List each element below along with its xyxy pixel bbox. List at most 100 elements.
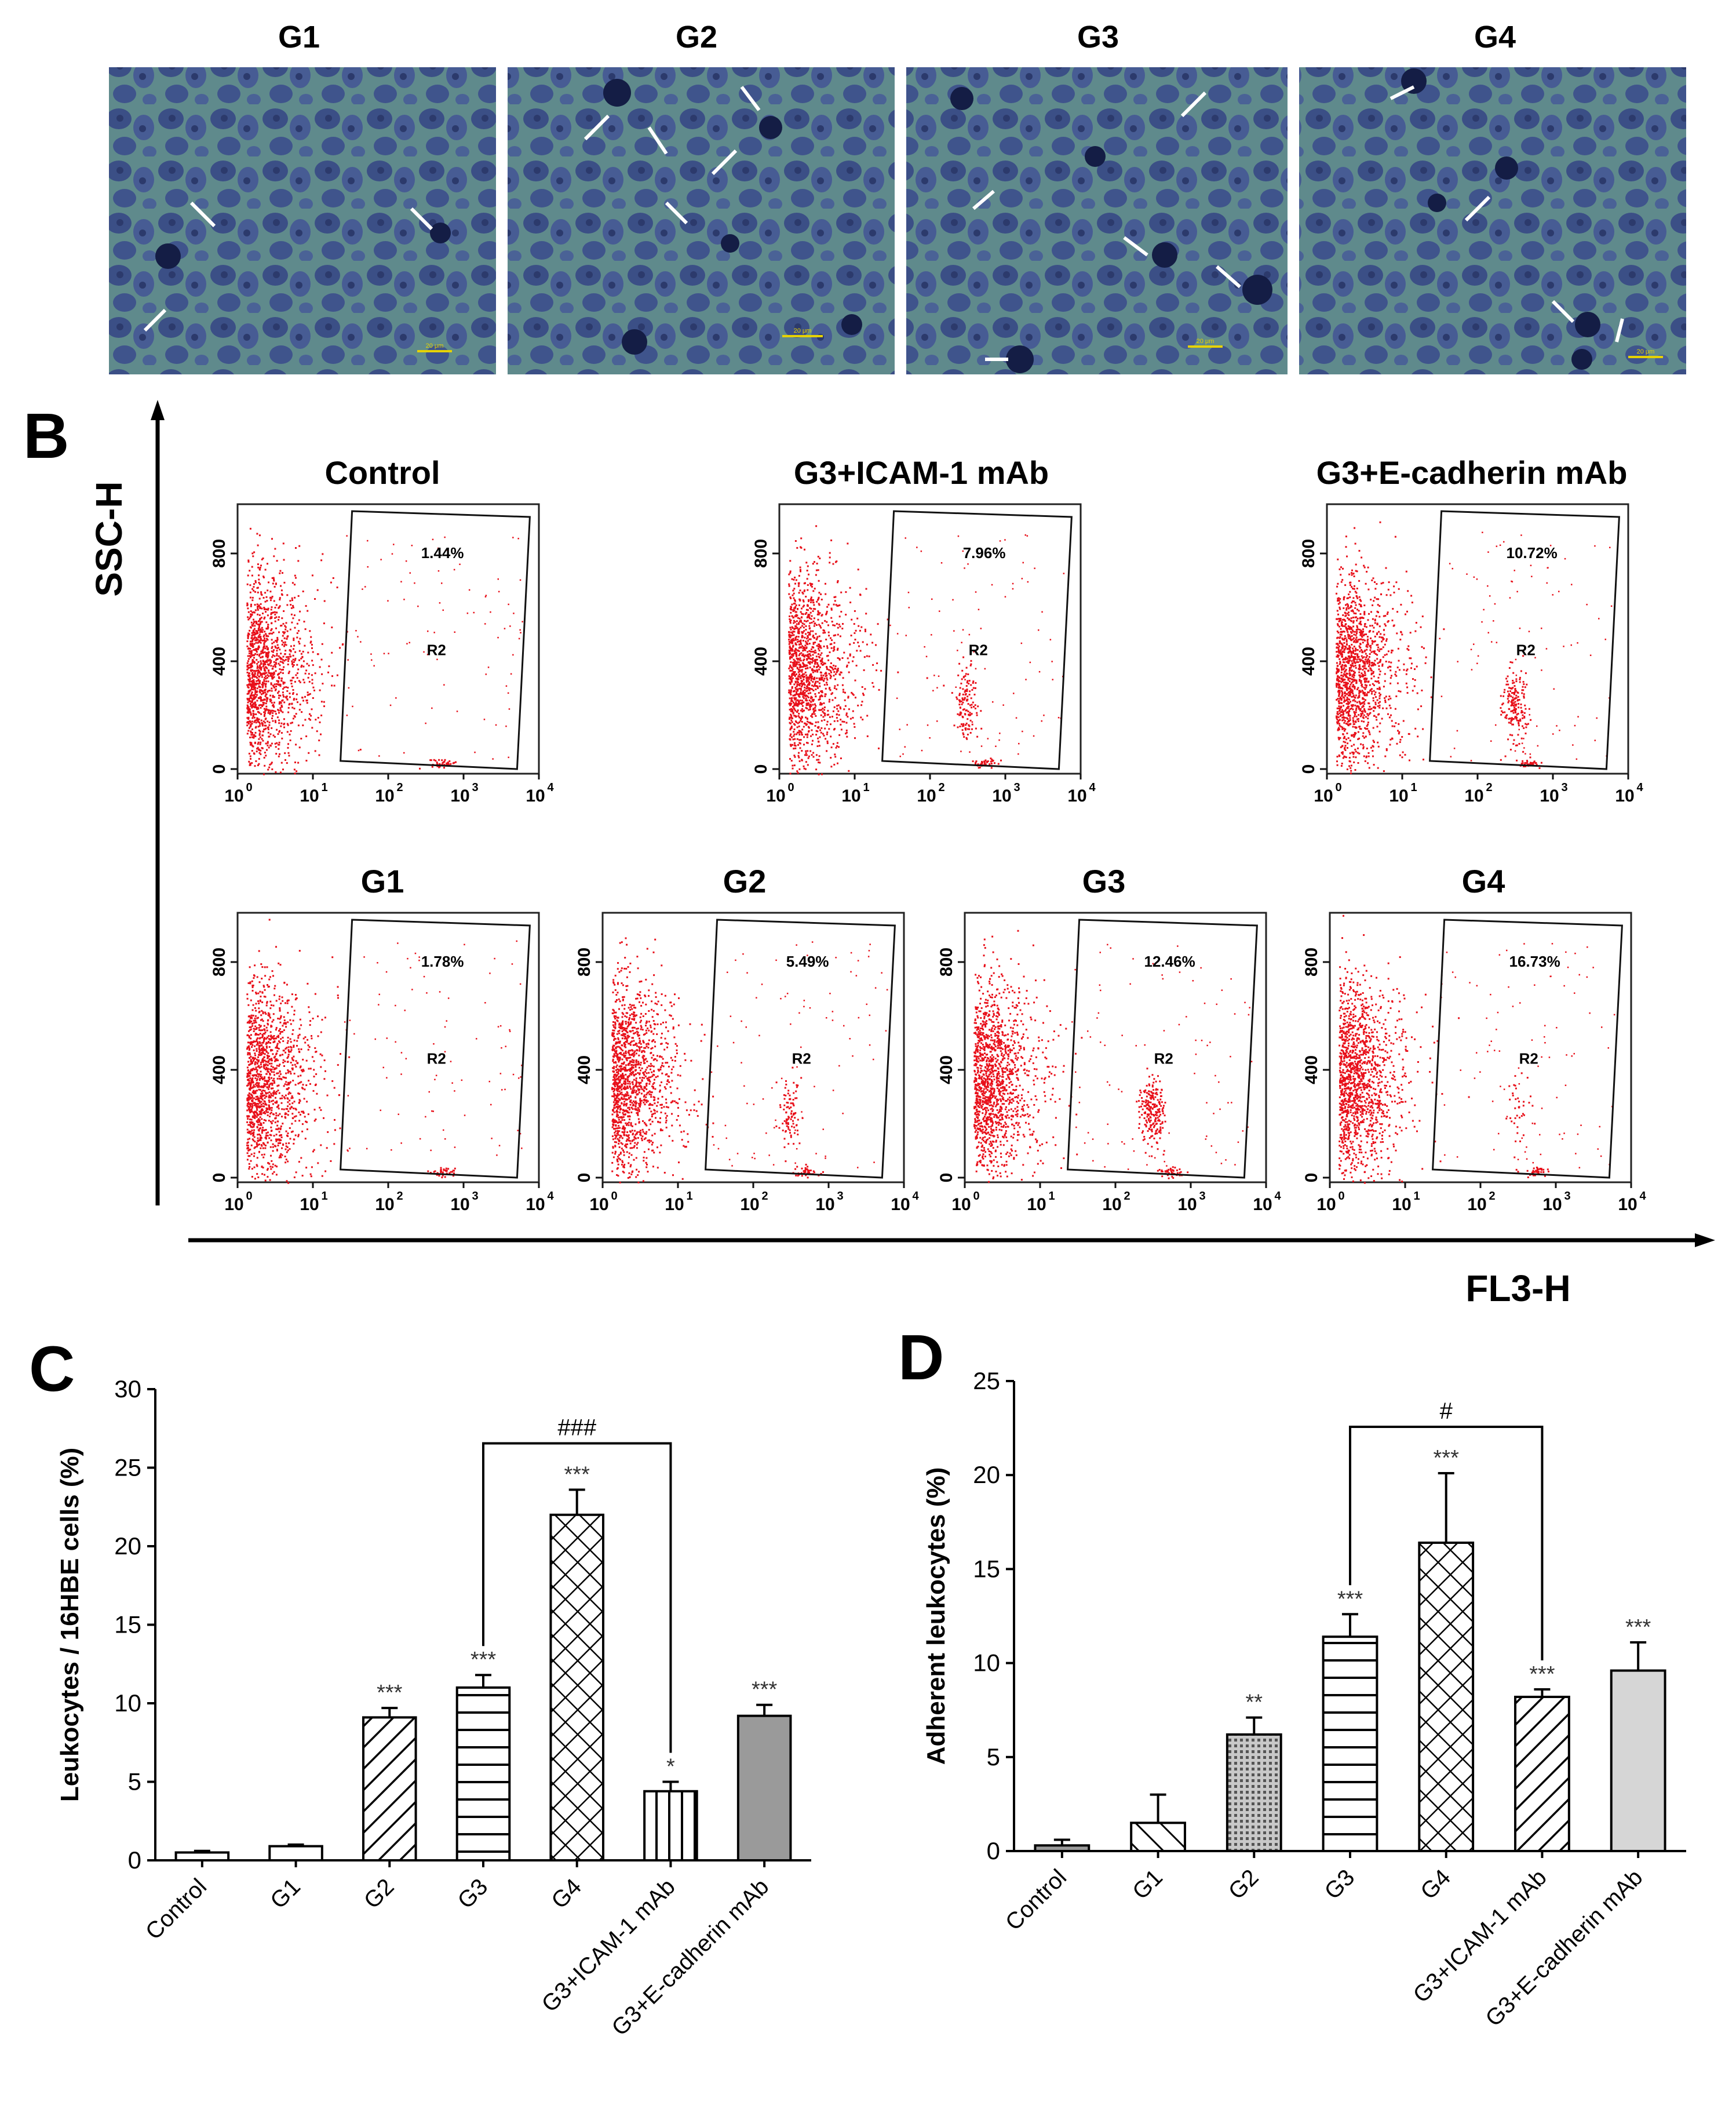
flow-dot <box>816 754 818 756</box>
flow-dot <box>816 636 818 638</box>
flow-dot <box>272 654 274 656</box>
flow-dot <box>809 655 811 657</box>
flow-dot <box>266 693 268 695</box>
flow-dot <box>962 729 964 731</box>
flow-dot <box>302 1059 304 1061</box>
flow-dot <box>837 634 839 636</box>
flow-dot <box>805 690 807 692</box>
flow-dot <box>258 682 260 683</box>
flow-dot <box>1398 648 1399 650</box>
flow-dot <box>819 745 820 746</box>
flow-dot <box>1345 626 1347 628</box>
flow-dot <box>264 641 266 643</box>
flow-dot <box>822 711 823 713</box>
flow-dot <box>788 690 790 691</box>
flow-dot <box>807 589 808 591</box>
flow-dot <box>1343 682 1345 683</box>
flow-dot <box>254 717 256 719</box>
flow-dot <box>1342 568 1344 570</box>
flow-dot <box>1353 633 1355 635</box>
flow-dot <box>967 680 968 682</box>
flow-dot <box>1518 720 1520 722</box>
flow-dot <box>795 688 797 690</box>
flow-dot <box>247 672 249 673</box>
flow-dot <box>1340 706 1342 708</box>
flow-dot <box>1520 671 1522 672</box>
flow-dot <box>1351 752 1353 753</box>
flow-dot <box>815 660 816 662</box>
flow-dot <box>1471 760 1472 762</box>
flow-dot <box>1369 731 1370 733</box>
flow-dot <box>878 748 880 749</box>
flow-dot <box>311 727 313 728</box>
flow-dot <box>1348 607 1350 609</box>
flow-dot <box>1347 633 1349 635</box>
x-tick-exponent: 2 <box>396 781 403 794</box>
flow-dot <box>269 591 271 592</box>
flow-dot <box>812 657 814 659</box>
flow-dot <box>291 614 293 615</box>
flow-dot <box>1351 696 1353 698</box>
flow-dot <box>270 599 272 601</box>
flow-dot <box>1369 684 1371 686</box>
flow-dot <box>1403 669 1405 671</box>
flow-dot <box>259 654 261 655</box>
flow-dot <box>1376 598 1378 600</box>
flow-dot <box>269 722 271 723</box>
flow-dot <box>1382 639 1384 640</box>
flow-dot <box>284 637 286 639</box>
flow-dot <box>1387 613 1388 615</box>
flow-dot <box>432 766 433 768</box>
flow-dot <box>797 659 798 661</box>
flow-dot <box>1383 634 1385 636</box>
flow-dot <box>797 632 799 633</box>
micrograph-g1 <box>109 67 496 374</box>
flow-dot <box>271 683 272 685</box>
flow-dot <box>1417 708 1419 710</box>
flow-dot <box>289 734 291 735</box>
flow-dot <box>805 625 807 627</box>
flow-dot <box>1399 741 1401 743</box>
flow-dot <box>257 603 258 605</box>
flow-dot <box>258 749 260 751</box>
flow-dot <box>264 757 265 759</box>
flow-dot <box>962 702 964 704</box>
flow-dot <box>1371 691 1373 693</box>
flow-dot <box>250 655 252 657</box>
flow-dot <box>1377 647 1379 649</box>
flow-dot <box>953 630 955 632</box>
flow-dot <box>927 724 929 726</box>
flow-dot <box>1341 728 1343 730</box>
flow-dot <box>811 684 813 686</box>
flow-dot <box>1473 643 1475 645</box>
flow-dot <box>248 761 250 763</box>
flow-dot <box>793 748 794 749</box>
flow-dot <box>819 762 820 764</box>
flow-dot <box>815 574 817 576</box>
flow-dot <box>975 763 976 764</box>
flow-dot <box>789 585 790 587</box>
flow-dot <box>271 609 272 610</box>
flow-dot <box>823 629 825 631</box>
flow-dot <box>790 715 792 717</box>
flow-dot <box>1371 688 1373 690</box>
flow-dot <box>990 757 991 759</box>
flow-dot <box>1384 680 1386 682</box>
flow-dot <box>980 710 982 712</box>
flow-dot <box>258 646 260 647</box>
flow-dot <box>263 1040 265 1042</box>
flow-dot <box>826 645 828 647</box>
flow-dot <box>265 706 267 708</box>
flow-dot <box>1348 635 1350 637</box>
flow-dot <box>261 690 262 691</box>
flow-dot <box>1378 665 1380 667</box>
flow-dot <box>1347 631 1348 633</box>
flow-dot <box>797 683 798 685</box>
flow-dot <box>253 681 255 683</box>
flow-dot <box>253 621 255 622</box>
flow-dot <box>1348 691 1350 693</box>
flow-dot <box>301 711 302 713</box>
flow-dot <box>263 774 265 775</box>
flow-dot <box>1519 679 1520 680</box>
flow-dot <box>302 666 304 668</box>
